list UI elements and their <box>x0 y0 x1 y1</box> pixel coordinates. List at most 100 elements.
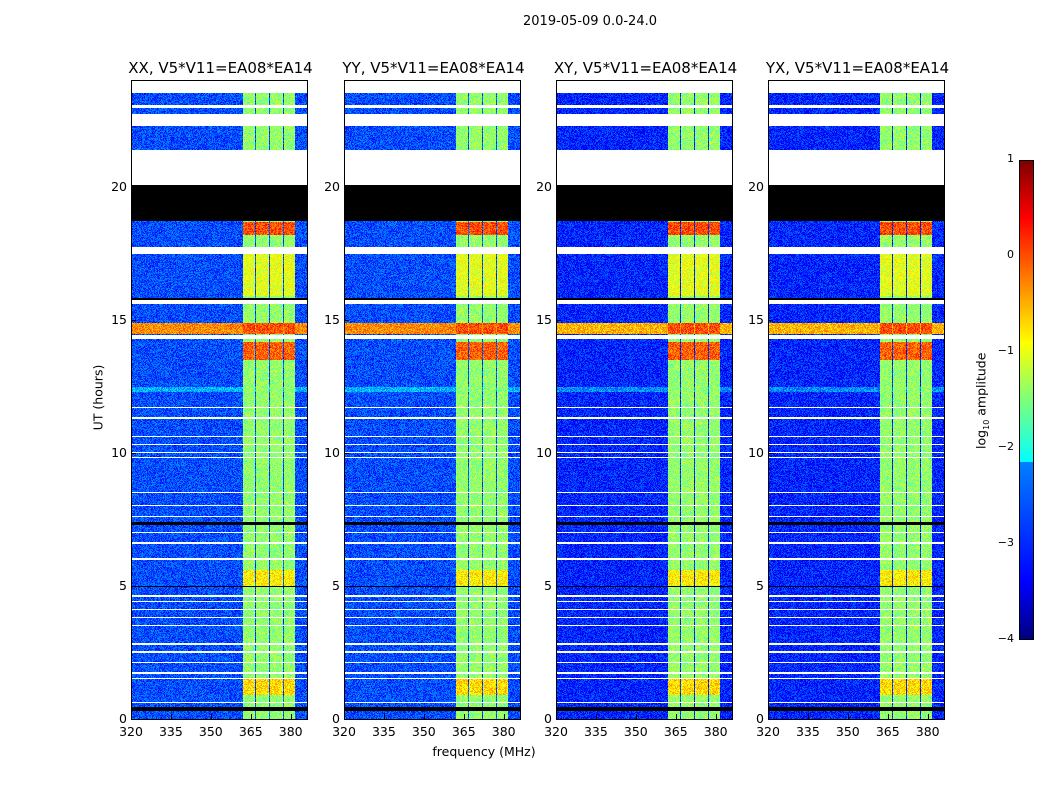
x-tick-label: 380 <box>915 724 940 739</box>
heatmap-image <box>345 81 520 719</box>
x-tick-mark <box>807 714 809 719</box>
x-tick-mark <box>210 714 212 719</box>
x-tick-label: 350 <box>198 724 223 739</box>
colorbar-tick-label: −4 <box>997 632 1014 645</box>
x-tick-label: 320 <box>332 724 356 739</box>
x-tick-label: 365 <box>451 724 476 739</box>
y-tick-mark <box>131 719 136 720</box>
waterfall-panel-4: YX, V5*V11=EA08*EA14 <box>766 59 949 720</box>
y-tick-label: 5 <box>119 577 127 593</box>
x-tick-label: 335 <box>795 724 820 739</box>
colorbar <box>1019 160 1034 640</box>
heatmap-image <box>557 81 732 719</box>
y-tick-mark <box>131 186 136 188</box>
x-tick-label: 335 <box>583 724 608 739</box>
waterfall-panel-1: XX, V5*V11=EA08*EA14 <box>128 59 313 720</box>
x-tick-mark <box>715 714 717 719</box>
x-tick-mark <box>423 714 425 719</box>
x-tick-label: 365 <box>238 724 263 739</box>
heatmap-image <box>132 81 307 719</box>
x-tick-mark <box>847 714 849 719</box>
panel-title: XX, V5*V11=EA08*EA14 <box>128 59 313 77</box>
y-tick-label: 15 <box>536 311 552 327</box>
x-tick-label: 350 <box>411 724 436 739</box>
colorbar-tick-label: −1 <box>997 344 1014 357</box>
x-tick-label: 320 <box>119 724 143 739</box>
y-tick-mark <box>344 585 349 587</box>
x-tick-mark <box>503 714 505 719</box>
x-tick-mark <box>131 714 132 719</box>
y-tick-label: 15 <box>111 311 127 327</box>
colorbar-tick-label: −2 <box>997 440 1014 453</box>
y-tick-mark <box>768 452 773 454</box>
x-tick-mark <box>290 714 292 719</box>
x-tick-label: 365 <box>875 724 900 739</box>
y-tick-label: 0 <box>332 711 340 726</box>
y-tick-label: 15 <box>324 311 340 327</box>
y-tick-mark <box>556 585 561 587</box>
x-tick-mark <box>463 714 465 719</box>
y-tick-label: 10 <box>748 444 764 460</box>
y-tick-mark <box>344 186 349 188</box>
y-tick-mark <box>344 452 349 454</box>
colorbar-tick-label: 1 <box>1007 152 1014 165</box>
x-tick-mark <box>675 714 677 719</box>
y-tick-mark <box>131 585 136 587</box>
y-tick-label: 0 <box>544 711 552 726</box>
x-tick-mark <box>556 714 557 719</box>
y-tick-label: 20 <box>748 178 764 194</box>
x-tick-label: 320 <box>544 724 568 739</box>
panel-title: XY, V5*V11=EA08*EA14 <box>553 59 738 77</box>
y-tick-mark <box>344 719 349 720</box>
x-tick-label: 380 <box>278 724 303 739</box>
y-tick-mark <box>768 585 773 587</box>
x-tick-label: 350 <box>623 724 648 739</box>
x-tick-mark <box>887 714 889 719</box>
x-tick-label: 365 <box>663 724 688 739</box>
y-tick-label: 10 <box>536 444 552 460</box>
y-tick-label: 20 <box>536 178 552 194</box>
y-axis-label: UT (hours) <box>90 364 106 431</box>
y-tick-mark <box>556 452 561 454</box>
x-tick-mark <box>170 714 172 719</box>
y-tick-label: 15 <box>748 311 764 327</box>
colorbar-tick-label: 0 <box>1007 248 1014 261</box>
y-tick-label: 20 <box>111 178 127 194</box>
x-tick-mark <box>383 714 385 719</box>
waterfall-panel-2: YY, V5*V11=EA08*EA14 <box>342 59 525 720</box>
heatmap-image <box>769 81 944 719</box>
y-tick-mark <box>344 319 349 321</box>
x-tick-label: 350 <box>835 724 860 739</box>
x-tick-mark <box>927 714 929 719</box>
y-tick-mark <box>556 319 561 321</box>
y-tick-mark <box>768 319 773 321</box>
x-tick-label: 380 <box>703 724 728 739</box>
x-tick-mark <box>635 714 637 719</box>
y-tick-label: 0 <box>756 711 764 726</box>
y-tick-label: 10 <box>324 444 340 460</box>
y-tick-label: 20 <box>324 178 340 194</box>
figure-title: 2019-05-09 0.0-24.0 <box>523 14 657 29</box>
x-tick-mark <box>250 714 252 719</box>
y-tick-label: 5 <box>544 577 552 593</box>
colorbar-tick-label: −3 <box>997 536 1014 549</box>
x-tick-label: 320 <box>756 724 780 739</box>
y-tick-label: 10 <box>111 444 127 460</box>
panel-title: YX, V5*V11=EA08*EA14 <box>765 59 950 77</box>
y-tick-mark <box>131 319 136 321</box>
y-tick-mark <box>768 186 773 188</box>
y-tick-label: 0 <box>119 711 127 726</box>
y-tick-mark <box>556 186 561 188</box>
y-tick-mark <box>556 719 561 720</box>
x-tick-label: 335 <box>158 724 183 739</box>
waterfall-panel-3: XY, V5*V11=EA08*EA14 <box>554 59 737 720</box>
x-tick-mark <box>768 714 769 719</box>
y-tick-label: 5 <box>756 577 764 593</box>
y-tick-label: 5 <box>332 577 340 593</box>
x-axis-label: frequency (MHz) <box>432 744 536 759</box>
y-tick-mark <box>131 452 136 454</box>
y-tick-mark <box>768 719 773 720</box>
x-tick-mark <box>595 714 597 719</box>
x-tick-label: 380 <box>491 724 516 739</box>
